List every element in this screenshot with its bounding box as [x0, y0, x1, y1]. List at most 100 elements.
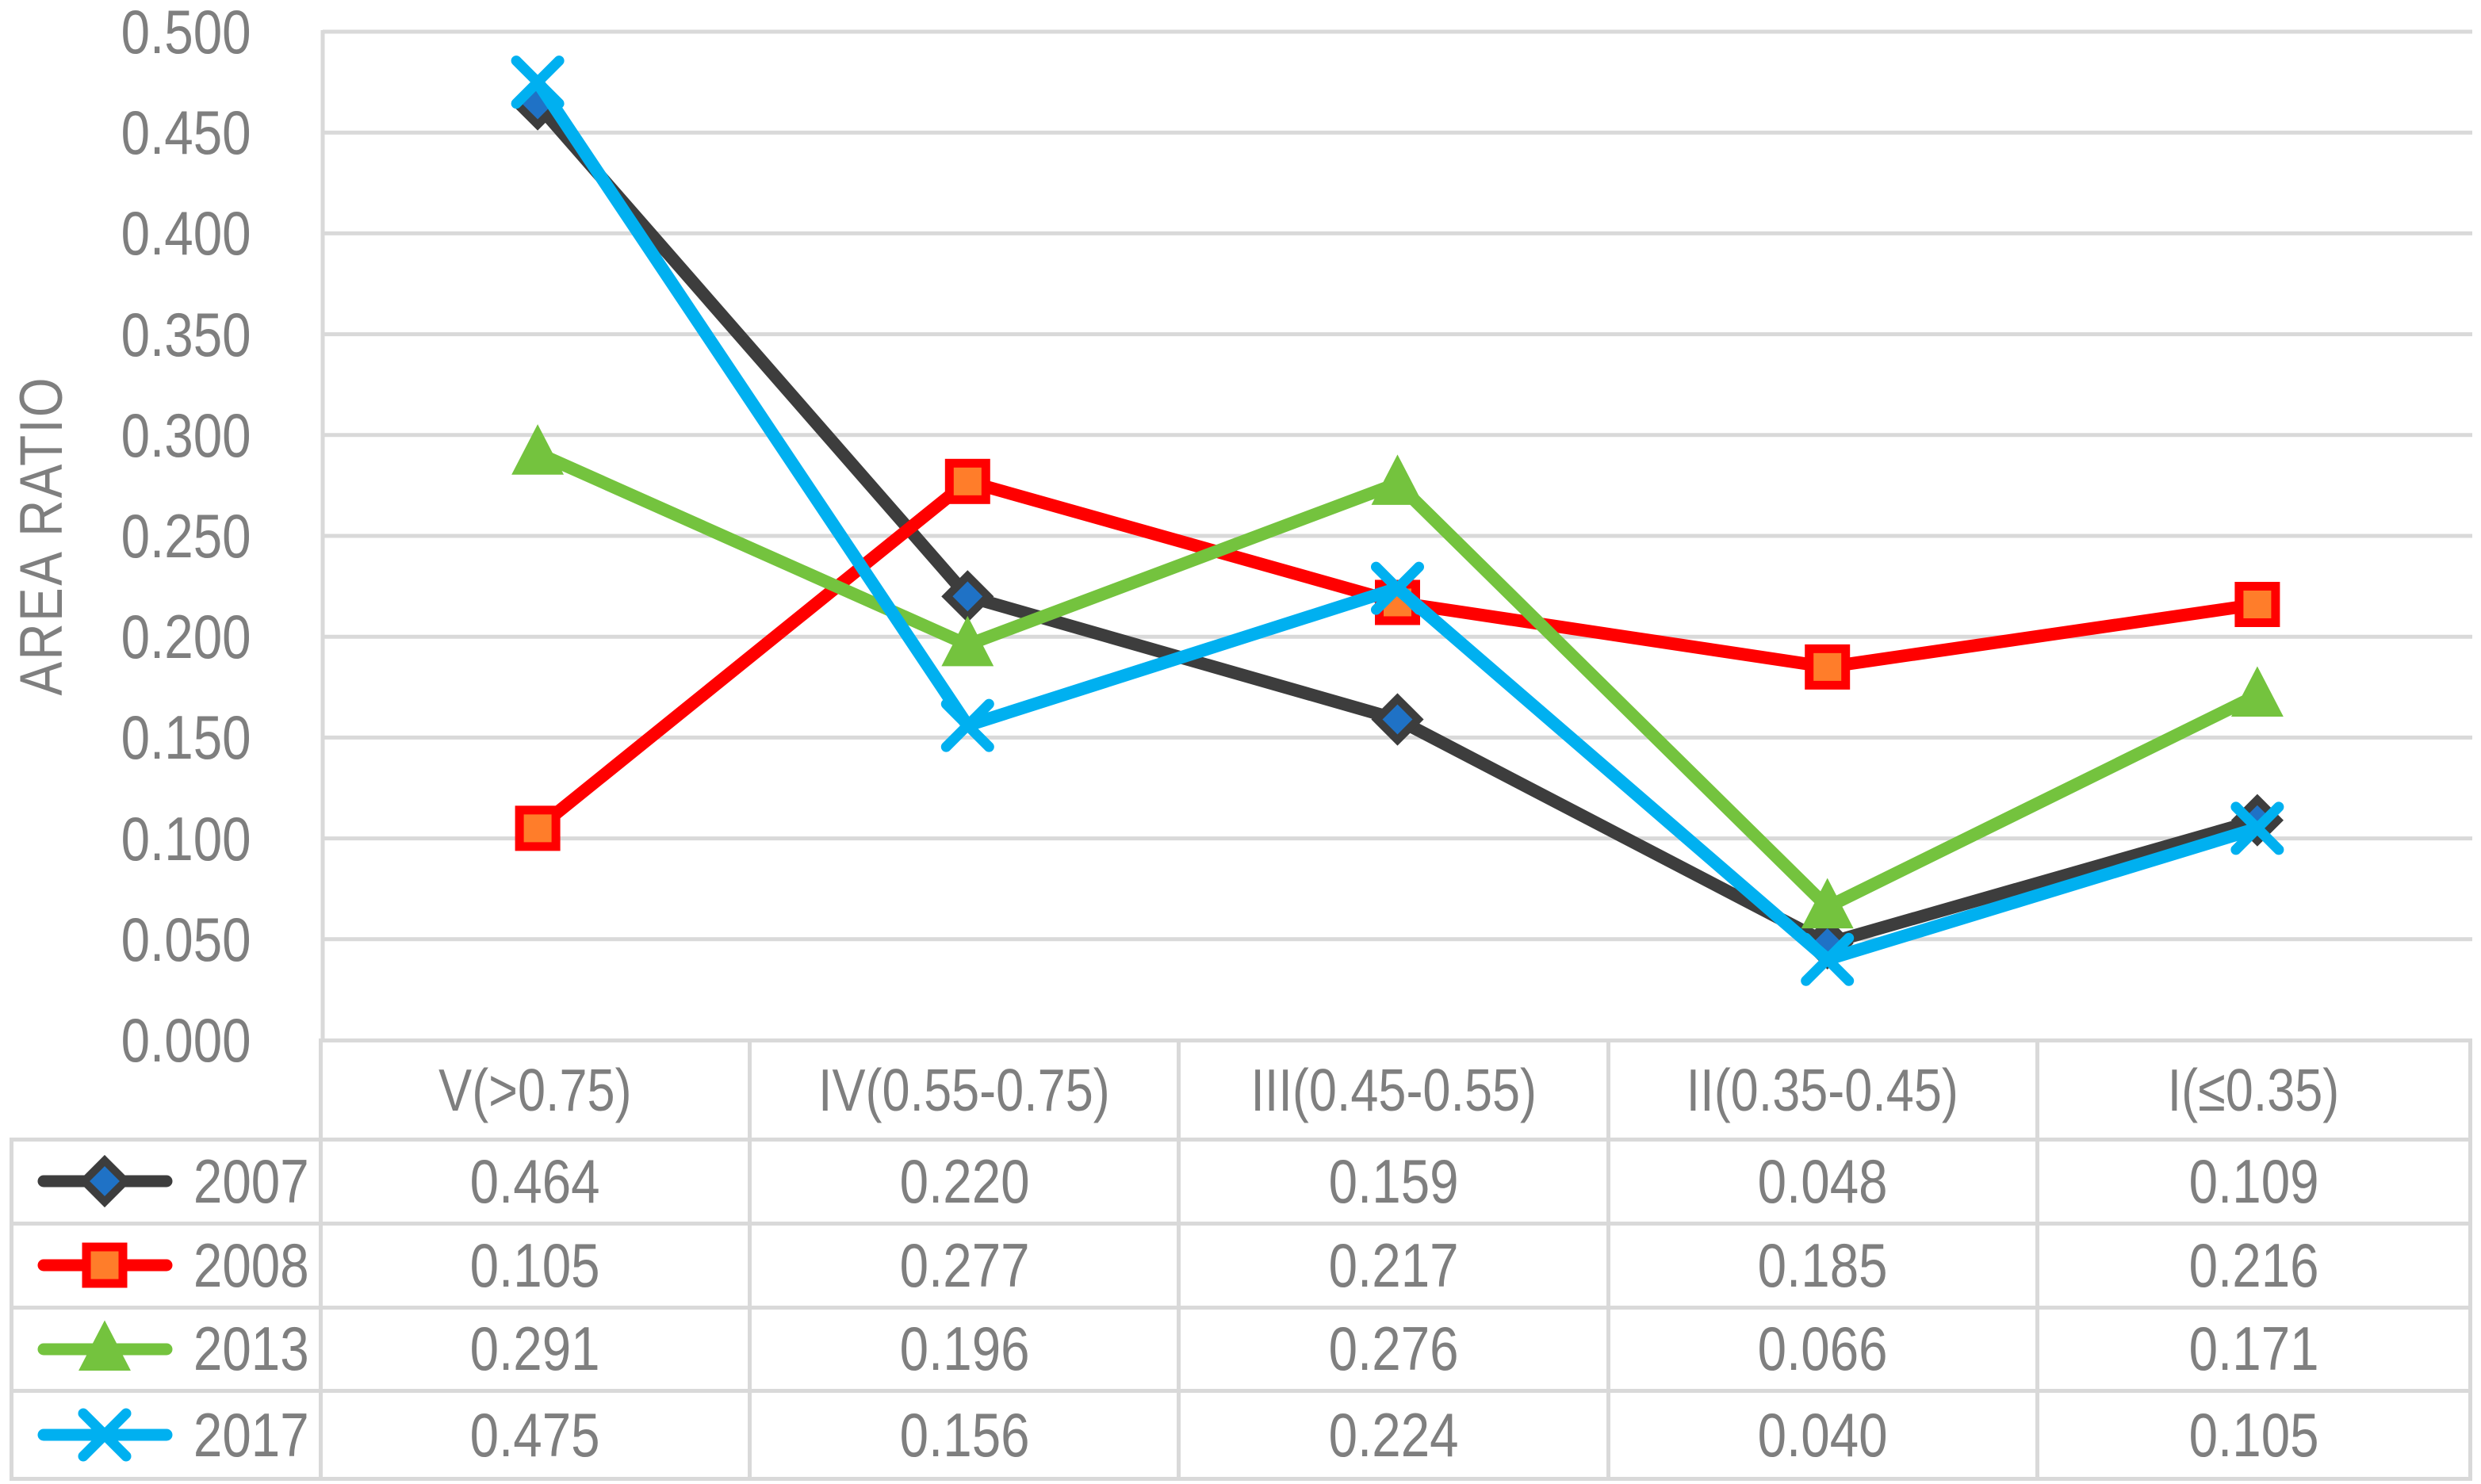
y-tick-label: 0.150 [0, 699, 263, 775]
legend-key-x-icon [37, 1408, 173, 1462]
value-cell-2008-category-2: 0.277 [752, 1225, 1181, 1310]
value-cell-2008-category-4: 0.185 [1610, 1225, 2039, 1310]
table-header-text: V(>0.75) [438, 1057, 632, 1123]
data-table-header-row: V(>0.75) IV(0.55-0.75) III(0.45-0.55) II(0.… [319, 1038, 2472, 1138]
value-text: 0.475 [470, 1399, 601, 1470]
value-text: 0.066 [1757, 1314, 1888, 1384]
y-tick-label-text: 0.250 [121, 501, 251, 571]
y-tick-label: 0.100 [0, 801, 263, 877]
y-tick-label: 0.200 [0, 599, 263, 675]
triangle-marker [2230, 666, 2284, 717]
value-text: 0.220 [899, 1146, 1030, 1216]
y-tick-label-text: 0.150 [121, 702, 251, 773]
series-line-2008 [531, 475, 2264, 835]
data-table-body: 2007 0.464 0.220 0.159 0.048 0.109 2008 0.105 0.… [10, 1138, 2472, 1481]
x-marker [511, 55, 565, 109]
value-cell-2007-category-1: 0.464 [323, 1142, 752, 1226]
legend-cell-2007: 2007 [13, 1142, 323, 1226]
y-tick-label-text: 0.200 [121, 602, 251, 672]
value-cell-2007-category-5: 0.109 [2039, 1142, 2468, 1226]
value-text: 0.196 [899, 1314, 1030, 1384]
legend-label-2013: 2013 [193, 1314, 309, 1384]
square-marker [515, 805, 561, 851]
value-text: 0.217 [1328, 1230, 1459, 1300]
value-text: 0.105 [470, 1230, 601, 1300]
y-tick-label: 0.500 [0, 0, 263, 70]
value-text: 0.159 [1328, 1146, 1459, 1216]
y-tick-label: 0.300 [0, 397, 263, 473]
value-text: 0.216 [2188, 1230, 2319, 1300]
value-cell-2017-category-3: 0.224 [1181, 1393, 1610, 1477]
triangle-marker [511, 424, 565, 475]
y-tick-label: 0.350 [0, 296, 263, 373]
value-cell-2017-category-1: 0.475 [323, 1393, 752, 1477]
diamond-marker [78, 1155, 132, 1208]
value-text: 0.277 [899, 1230, 1030, 1300]
x-marker [940, 698, 994, 752]
y-tick-label-text: 0.300 [121, 400, 251, 470]
y-tick-label-text: 0.050 [121, 904, 251, 974]
value-text: 0.464 [470, 1146, 601, 1216]
value-text: 0.109 [2188, 1146, 2319, 1216]
table-header-category-4: II(0.35-0.45) [1610, 1042, 2039, 1138]
value-text: 0.291 [470, 1314, 601, 1384]
square-marker [944, 458, 990, 504]
y-tick-label-text: 0.000 [121, 1005, 251, 1075]
value-cell-2013-category-4: 0.066 [1610, 1309, 2039, 1394]
value-cell-2008-category-3: 0.217 [1181, 1225, 1610, 1310]
value-cell-2007-category-4: 0.048 [1610, 1142, 2039, 1226]
legend-cell-2008: 2008 [13, 1225, 323, 1310]
y-tick-label-text: 0.350 [121, 299, 251, 369]
y-tick-label: 0.250 [0, 498, 263, 574]
value-text: 0.105 [2188, 1399, 2319, 1470]
value-text: 0.156 [899, 1399, 1030, 1470]
table-header-category-1: V(>0.75) [323, 1042, 752, 1138]
value-cell-2008-category-1: 0.105 [323, 1225, 752, 1310]
triangle-marker [1801, 878, 1854, 929]
legend-cell-2013: 2013 [13, 1309, 323, 1394]
table-header-category-5: I(≤0.35) [2039, 1042, 2468, 1138]
value-cell-2017-category-2: 0.156 [752, 1393, 1181, 1477]
y-tick-label-text: 0.500 [121, 0, 251, 67]
value-cell-2007-category-2: 0.220 [752, 1142, 1181, 1226]
square-marker [2234, 581, 2280, 627]
x-marker [78, 1408, 132, 1462]
value-cell-2007-category-3: 0.159 [1181, 1142, 1610, 1226]
diamond-marker [1371, 693, 1424, 746]
value-text: 0.276 [1328, 1314, 1459, 1384]
table-header-text: IV(0.55-0.75) [818, 1057, 1111, 1123]
table-header-category-2: IV(0.55-0.75) [752, 1042, 1181, 1138]
y-tick-label: 0.450 [0, 94, 263, 170]
value-text: 0.048 [1757, 1146, 1888, 1216]
legend-label-2017: 2017 [193, 1399, 309, 1470]
legend-key-diamond-icon [37, 1155, 173, 1208]
value-text: 0.185 [1757, 1230, 1888, 1300]
value-cell-2017-category-5: 0.105 [2039, 1393, 2468, 1477]
value-text: 0.040 [1757, 1399, 1888, 1470]
value-cell-2008-category-5: 0.216 [2039, 1226, 2468, 1310]
y-tick-label: 0.050 [0, 901, 263, 977]
value-text: 0.224 [1328, 1399, 1459, 1470]
y-tick-label: 0.400 [0, 195, 263, 271]
y-tick-label-text: 0.400 [121, 198, 251, 269]
legend-key-square-icon [37, 1242, 173, 1288]
value-cell-2013-category-3: 0.276 [1181, 1309, 1610, 1394]
table-header-text: II(0.35-0.45) [1687, 1057, 1959, 1123]
x-marker [1801, 932, 1855, 986]
y-tick-label-text: 0.100 [121, 803, 251, 874]
value-cell-2017-category-4: 0.040 [1610, 1393, 2039, 1477]
value-text: 0.171 [2188, 1314, 2319, 1384]
legend-cell-2017: 2017 [13, 1393, 323, 1477]
legend-label-2007: 2007 [193, 1146, 309, 1216]
legend-label-2008: 2008 [193, 1230, 309, 1300]
legend-key-triangle-icon [37, 1320, 173, 1371]
y-tick-label: 0.000 [0, 1002, 263, 1078]
triangle-marker [1371, 454, 1424, 505]
table-header-category-3: III(0.45-0.55) [1181, 1042, 1610, 1138]
value-cell-2013-category-1: 0.291 [323, 1309, 752, 1394]
value-cell-2013-category-2: 0.196 [752, 1309, 1181, 1394]
square-marker [1805, 644, 1851, 690]
x-marker [1371, 561, 1424, 615]
